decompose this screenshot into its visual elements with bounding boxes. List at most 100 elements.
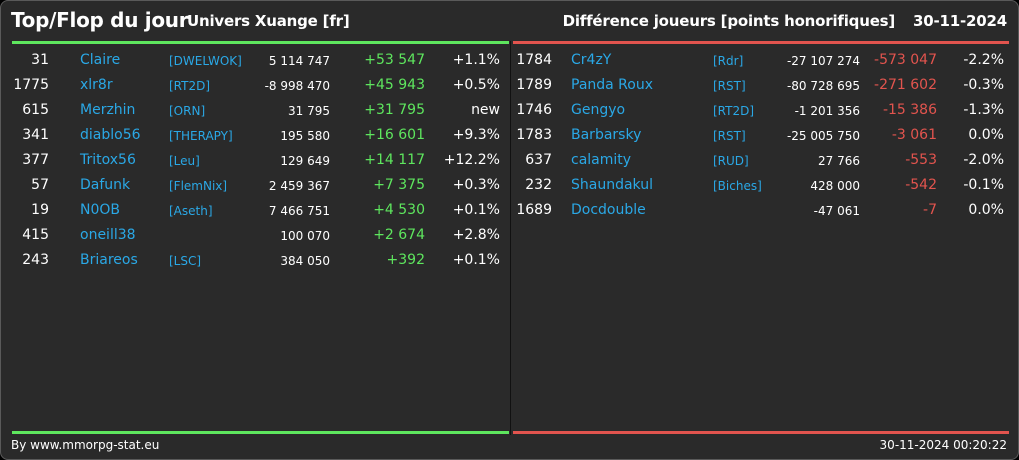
top-list: 31 Claire [DWELWOK] 5 114 747 +53 547 +1.1% 17… [1, 48, 509, 273]
percent-change: new [471, 102, 500, 118]
player-name-link[interactable]: Barbarsky [571, 127, 642, 143]
player-score: 428 000 [810, 179, 860, 193]
list-item: 341 diablo56 [THERAPY] 195 580 +16 601 +9.3% [1, 123, 509, 148]
player-rank: 1689 [516, 202, 552, 218]
alliance-tag-link[interactable]: [RT2D] [169, 79, 211, 93]
percent-change: -0.1% [963, 177, 1004, 193]
alliance-tag-link[interactable]: [Aseth] [169, 204, 213, 218]
score-difference: +7 375 [373, 177, 425, 193]
list-item: 1689 Docdouble -47 061 -7 0.0% [511, 198, 1018, 223]
player-name-link[interactable]: diablo56 [80, 127, 141, 143]
player-name-link[interactable]: Shaundakul [571, 177, 653, 193]
player-score: 384 050 [280, 254, 330, 268]
percent-change: +0.1% [452, 202, 500, 218]
player-rank: 637 [525, 152, 552, 168]
player-rank: 243 [22, 252, 49, 268]
player-name-link[interactable]: Panda Roux [571, 77, 654, 93]
list-item: 31 Claire [DWELWOK] 5 114 747 +53 547 +1.1% [1, 48, 509, 73]
player-score: -1 201 356 [794, 104, 860, 118]
player-name-link[interactable]: Briareos [80, 252, 138, 268]
footer-source: By www.mmorpg-stat.eu [11, 438, 160, 452]
player-rank: 19 [31, 202, 49, 218]
flop-list: 1784 Cr4zY [Rdr] -27 107 274 -573 047 -2.2% 17… [511, 48, 1018, 223]
alliance-tag-link[interactable]: [THERAPY] [169, 129, 233, 143]
player-score: -27 107 274 [786, 54, 860, 68]
percent-change: +0.5% [452, 77, 500, 93]
score-difference: -542 [905, 177, 937, 193]
player-rank: 57 [31, 177, 49, 193]
metric-label: Différence joueurs [points honorifiques] [562, 12, 896, 30]
player-rank: 31 [31, 52, 49, 68]
alliance-tag-link[interactable]: [FlemNix] [169, 179, 228, 193]
score-difference: +16 601 [364, 127, 425, 143]
player-name-link[interactable]: calamity [571, 152, 632, 168]
list-item: 615 Merzhin [ORN] 31 795 +31 795 new [1, 98, 509, 123]
top-bar-red [513, 41, 1009, 44]
alliance-tag-link[interactable]: [ORN] [169, 104, 206, 118]
player-rank: 615 [22, 102, 49, 118]
list-item: 1783 Barbarsky [RST] -25 005 750 -3 061 0.0% [511, 123, 1018, 148]
list-item: 637 calamity [RUD] 27 766 -553 -2.0% [511, 148, 1018, 173]
player-score: 129 649 [280, 154, 330, 168]
header-date: 30-11-2024 [913, 12, 1007, 30]
percent-change: +1.1% [452, 52, 500, 68]
player-rank: 341 [22, 127, 49, 143]
percent-change: 0.0% [968, 127, 1004, 143]
player-rank: 415 [22, 227, 49, 243]
player-name-link[interactable]: Gengyo [571, 102, 626, 118]
player-score: 31 795 [288, 104, 330, 118]
player-name-link[interactable]: Tritox56 [80, 152, 136, 168]
player-name-link[interactable]: Docdouble [571, 202, 646, 218]
column-divider [510, 41, 511, 435]
list-item: 243 Briareos [LSC] 384 050 +392 +0.1% [1, 248, 509, 273]
player-name-link[interactable]: xlr8r [80, 77, 113, 93]
alliance-tag-link[interactable]: [LSC] [169, 254, 202, 268]
alliance-tag-link[interactable]: [Biches] [713, 179, 762, 193]
percent-change: +2.8% [452, 227, 500, 243]
player-name-link[interactable]: Dafunk [80, 177, 131, 193]
alliance-tag-link[interactable]: [Rdr] [713, 54, 744, 68]
player-score: 195 580 [280, 129, 330, 143]
page-title: Top/Flop du jour [11, 8, 189, 32]
percent-change: -0.3% [963, 77, 1004, 93]
player-score: 100 070 [280, 229, 330, 243]
score-difference: +14 117 [364, 152, 425, 168]
player-rank: 1789 [516, 77, 552, 93]
score-difference: -271 602 [874, 77, 937, 93]
percent-change: +9.3% [452, 127, 500, 143]
list-item: 1784 Cr4zY [Rdr] -27 107 274 -573 047 -2.2% [511, 48, 1018, 73]
player-rank: 377 [22, 152, 49, 168]
player-score: -80 728 695 [786, 79, 860, 93]
alliance-tag-link[interactable]: [RUD] [713, 154, 749, 168]
alliance-tag-link[interactable]: [RST] [713, 79, 746, 93]
score-difference: +4 530 [373, 202, 425, 218]
player-score: 27 766 [818, 154, 860, 168]
player-score: -25 005 750 [786, 129, 860, 143]
percent-change: +12.2% [443, 152, 500, 168]
player-name-link[interactable]: Claire [80, 52, 121, 68]
score-difference: +53 547 [364, 52, 425, 68]
alliance-tag-link[interactable]: [RST] [713, 129, 746, 143]
list-item: 1789 Panda Roux [RST] -80 728 695 -271 602 -0… [511, 73, 1018, 98]
score-difference: +31 795 [364, 102, 425, 118]
alliance-tag-link[interactable]: [RT2D] [713, 104, 755, 118]
header-right: Différence joueurs [points honorifiques]… [562, 12, 1008, 30]
percent-change: -2.2% [963, 52, 1004, 68]
player-score: -47 061 [813, 204, 860, 218]
alliance-tag-link[interactable]: [DWELWOK] [169, 54, 242, 68]
player-name-link[interactable]: Cr4zY [571, 52, 612, 68]
percent-change: -1.3% [963, 102, 1004, 118]
player-score: 5 114 747 [268, 54, 330, 68]
percent-change: 0.0% [968, 202, 1004, 218]
player-name-link[interactable]: Merzhin [80, 102, 136, 118]
score-difference: +392 [386, 252, 425, 268]
universe-label: Univers Xuange [fr] [187, 12, 350, 30]
player-name-link[interactable]: N0OB [80, 202, 121, 218]
score-difference: -573 047 [874, 52, 937, 68]
top-bar-green [12, 41, 509, 44]
score-difference: +2 674 [373, 227, 425, 243]
alliance-tag-link[interactable]: [Leu] [169, 154, 200, 168]
player-name-link[interactable]: oneill38 [80, 227, 136, 243]
percent-change: +0.3% [452, 177, 500, 193]
